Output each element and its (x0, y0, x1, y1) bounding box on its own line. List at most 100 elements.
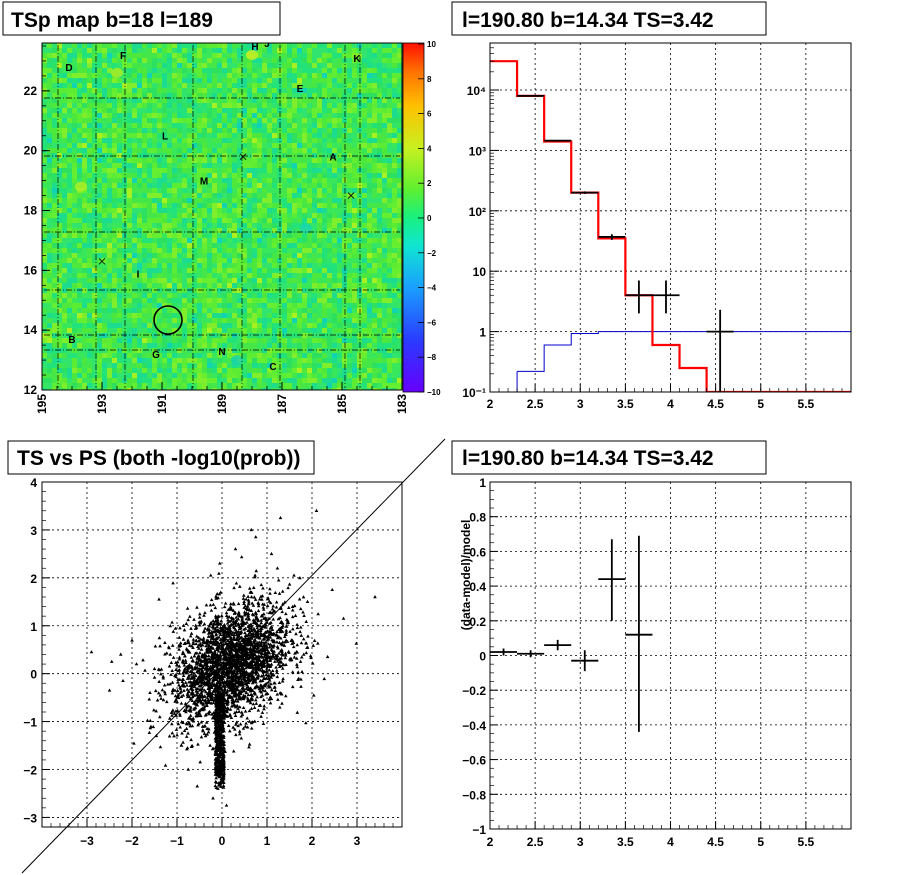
tsmap-cell (307, 378, 312, 383)
tsmap-cell (102, 128, 107, 133)
tsmap-cell (382, 198, 387, 203)
tsmap-cell (42, 263, 47, 268)
tsmap-cell (192, 163, 197, 168)
tsmap-cell (287, 68, 292, 73)
tsmap-cell (352, 123, 357, 128)
tsmap-cell (292, 343, 297, 348)
tsmap-cell (397, 378, 402, 383)
tsmap-cell (267, 118, 272, 123)
tsmap-cell (177, 383, 182, 388)
tsmap-cell (182, 248, 187, 253)
tsmap-cell (242, 73, 247, 78)
tsmap-cell (217, 163, 222, 168)
tsmap-cell (377, 133, 382, 138)
tsmap-cell (72, 363, 77, 368)
tsmap-cell (147, 273, 152, 278)
tsmap-cell (202, 253, 207, 258)
tsmap-cell (137, 278, 142, 283)
tsmap-cell (162, 128, 167, 133)
tsmap-cell (347, 178, 352, 183)
tsmap-cell (182, 58, 187, 63)
tsmap-cell (167, 153, 172, 158)
tsmap-cell (372, 213, 377, 218)
tsmap-cell (107, 123, 112, 128)
tsmap-cell (272, 338, 277, 343)
tsmap-cell (192, 138, 197, 143)
tsmap-cell (232, 313, 237, 318)
tsmap-cell (142, 368, 147, 373)
tsmap-cell (397, 48, 402, 53)
tsmap-cell (232, 158, 237, 163)
tsmap-cell (352, 158, 357, 163)
tsmap-cell (167, 113, 172, 118)
tsmap-cell (272, 323, 277, 328)
tsmap-cell (322, 133, 327, 138)
tsmap-cell (52, 148, 57, 153)
tsmap-cell (257, 358, 262, 363)
tsmap-cell (202, 378, 207, 383)
tsmap-cell (72, 343, 77, 348)
tsmap-cell (187, 233, 192, 238)
tsmap-cell (292, 78, 297, 83)
tsmap-cell (192, 83, 197, 88)
tsmap-cell (47, 63, 52, 68)
tsmap-cell (372, 108, 377, 113)
tsmap-cell (137, 368, 142, 373)
tsmap-cell (47, 258, 52, 263)
tsmap-cell (67, 268, 72, 273)
tsmap-cell (47, 213, 52, 218)
tsmap-cell (52, 373, 57, 378)
tsmap-cell (187, 213, 192, 218)
tsmap-cell (327, 203, 332, 208)
tsmap-cell (297, 333, 302, 338)
tsmap-cell (172, 178, 177, 183)
tsmap-cell (277, 53, 282, 58)
tsmap-cell (87, 83, 92, 88)
tsmap-cell (187, 78, 192, 83)
tsmap-cell (117, 53, 122, 58)
tsmap-cell (222, 143, 227, 148)
tsmap-cell (297, 268, 302, 273)
tsmap-cell (332, 158, 337, 163)
tsmap-cell (172, 133, 177, 138)
tsmap-cell (92, 283, 97, 288)
tsmap-cell (242, 98, 247, 103)
tsmap-cell (282, 278, 287, 283)
tsmap-cell (237, 278, 242, 283)
tsmap-cell (247, 353, 252, 358)
tsmap-cell (52, 78, 57, 83)
tsmap-cell (212, 43, 217, 48)
tsmap-cell (77, 298, 82, 303)
tsmap-cell (392, 288, 397, 293)
tsmap-cell (177, 318, 182, 323)
tsmap-cell (47, 298, 52, 303)
tsmap-cell (112, 228, 117, 233)
tsmap-cell (227, 43, 232, 48)
tsmap-cell (132, 73, 137, 78)
tsmap-cell (97, 343, 102, 348)
tsmap-cell (127, 243, 132, 248)
tsmap-cell (282, 163, 287, 168)
tsmap-cell (172, 193, 177, 198)
tsmap-cell (252, 58, 257, 63)
tsmap-cell (232, 333, 237, 338)
tsmap-cell (387, 348, 392, 353)
tsmap-cell (52, 213, 57, 218)
tsmap-cell (177, 248, 182, 253)
tsmap-cell (217, 333, 222, 338)
tsmap-cell (242, 293, 247, 298)
tsmap-cell (127, 118, 132, 123)
tsmap-cell (397, 278, 402, 283)
tsmap-cell (92, 58, 97, 63)
tsmap-cell (117, 118, 122, 123)
tsmap-cell (122, 353, 127, 358)
tsmap-cell (52, 128, 57, 133)
tsmap-cell (77, 233, 82, 238)
tsmap-cell (252, 383, 257, 388)
tsmap-cell (347, 128, 352, 133)
tsmap-cell (202, 68, 207, 73)
tsmap-cell (302, 53, 307, 58)
tsmap-cell (192, 353, 197, 358)
tsmap-cell (367, 258, 372, 263)
tsmap-cell (302, 358, 307, 363)
